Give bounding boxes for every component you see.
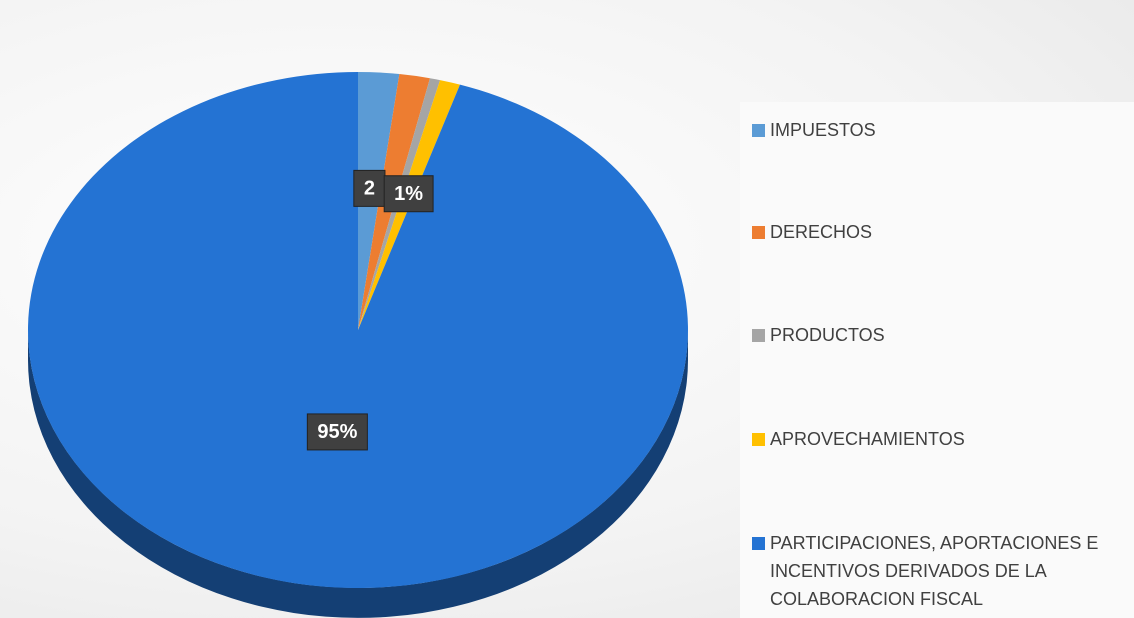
legend-swatch bbox=[752, 226, 765, 239]
legend-swatch bbox=[752, 329, 765, 342]
data-label-text: 95% bbox=[317, 421, 357, 443]
legend-item: IMPUESTOS bbox=[752, 116, 1134, 144]
data-label-box bbox=[383, 175, 434, 213]
legend-label: PRODUCTOS bbox=[770, 325, 885, 345]
data-label: 2 bbox=[353, 169, 386, 207]
data-label-text: 1% bbox=[394, 183, 423, 205]
data-label-box bbox=[306, 413, 368, 451]
chart: 2 1% 95% bbox=[28, 72, 688, 618]
legend-label: PARTICIPACIONES, APORTACIONES E INCENTIV… bbox=[770, 533, 1099, 609]
legend-swatch bbox=[752, 433, 765, 446]
data-label: 95% bbox=[306, 413, 368, 451]
legend-item: APROVECHAMIENTOS bbox=[752, 425, 1134, 453]
legend: IMPUESTOS DERECHOS PRODUCTOS APROVECHAMIENT… bbox=[740, 102, 1134, 618]
legend-swatch bbox=[752, 537, 765, 550]
data-label-text: 2 bbox=[364, 178, 375, 200]
legend-label: DERECHOS bbox=[770, 222, 873, 242]
data-label-box bbox=[353, 169, 386, 207]
legend-item: PARTICIPACIONES, APORTACIONES E INCENTIV… bbox=[752, 529, 1134, 613]
pie-slice bbox=[28, 72, 688, 588]
legend-label: APROVECHAMIENTOS bbox=[770, 429, 965, 449]
legend-label: IMPUESTOS bbox=[770, 120, 876, 140]
legend-item: PRODUCTOS bbox=[752, 321, 1134, 349]
data-label: 1% bbox=[383, 175, 434, 213]
legend-swatch bbox=[752, 124, 765, 137]
legend-item: DERECHOS bbox=[752, 218, 1134, 246]
